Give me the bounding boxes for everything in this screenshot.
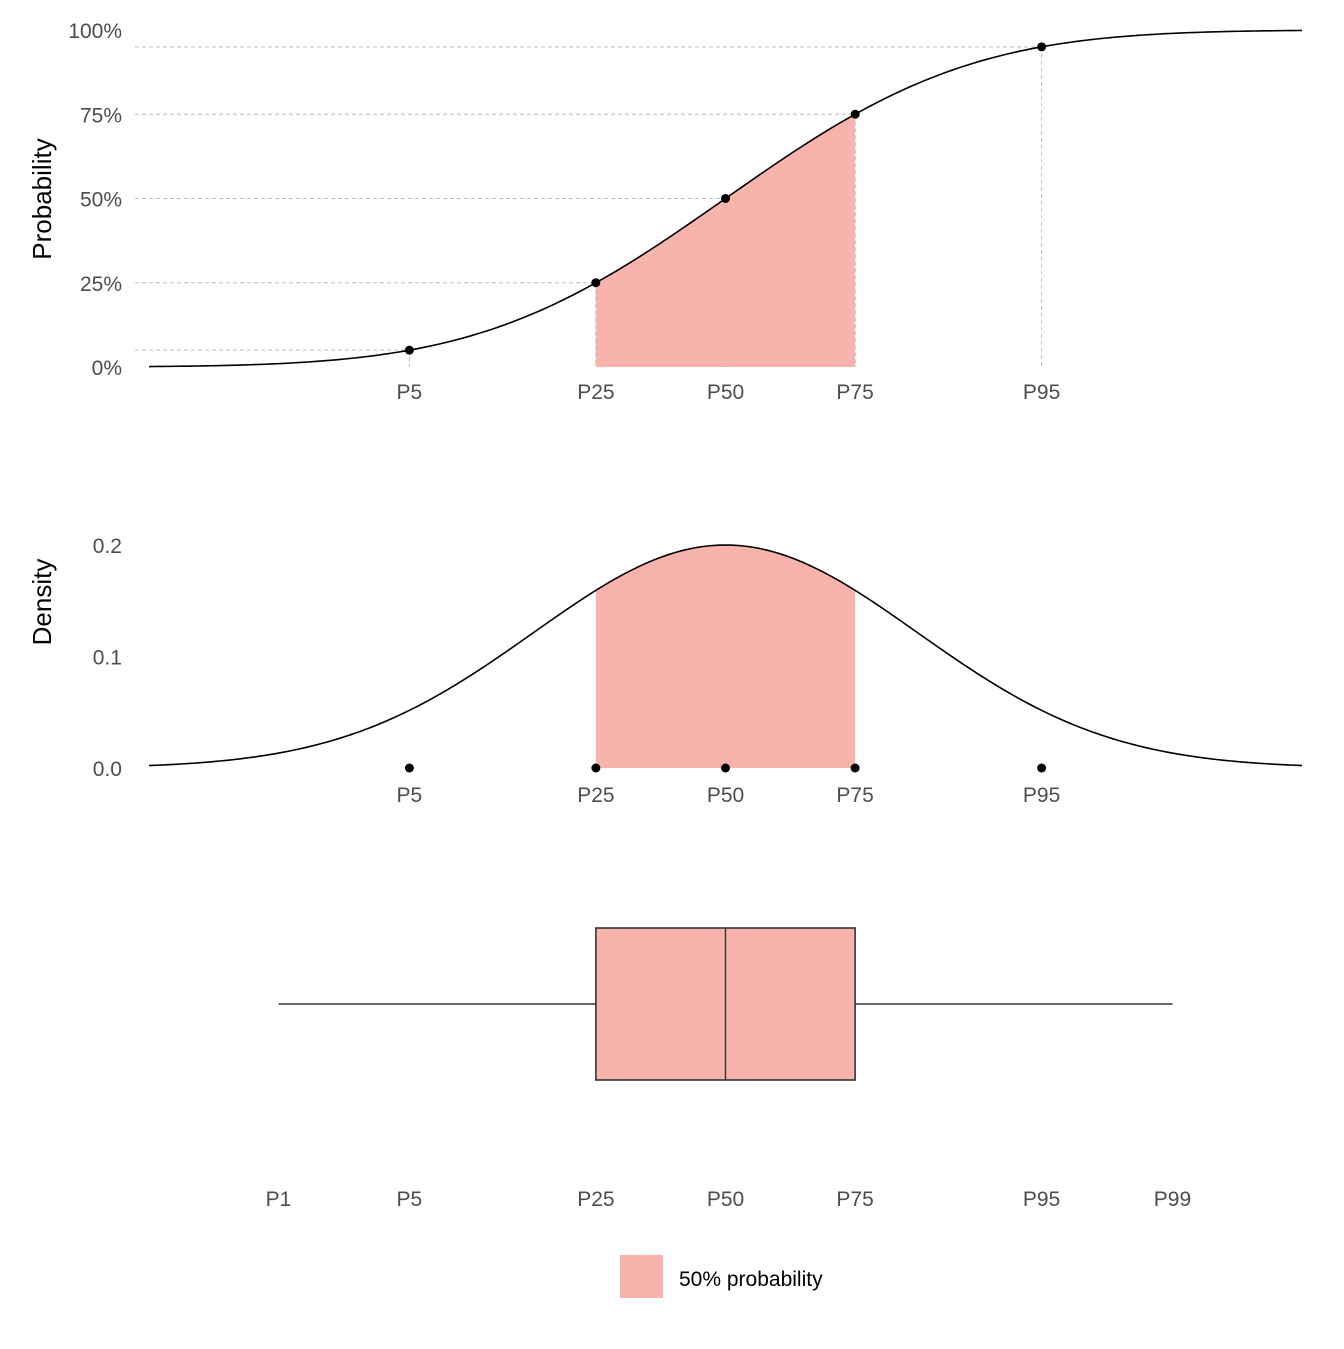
density-point-p95 [1037, 763, 1047, 773]
density-line [148, 544, 1303, 767]
cdf-panel: 0% 25% 50% 75% 100% P5 P25 P50 P75 P95 Probability [27, 20, 1303, 404]
density-x-tick-label: P75 [836, 784, 873, 807]
box-x-tick-label: P1 [266, 1188, 292, 1211]
cdf-point-p25 [591, 278, 601, 288]
cdf-y-tick-label: 100% [68, 20, 122, 43]
cdf-x-tick-label: P25 [577, 381, 614, 404]
density-x-tick-label: P50 [707, 784, 744, 807]
cdf-y-tick-label: 25% [80, 273, 122, 296]
legend-label: 50% probability [679, 1268, 823, 1291]
density-x-tick-label: P95 [1023, 784, 1060, 807]
cdf-x-tick-label: P75 [836, 381, 873, 404]
density-point-p50 [721, 763, 730, 773]
cdf-point-p5 [404, 345, 414, 355]
cdf-point-p95 [1037, 42, 1047, 52]
density-point-p75 [850, 763, 860, 773]
density-y-tick-label: 0.0 [93, 758, 122, 781]
legend-swatch [620, 1255, 663, 1298]
density-panel: 0.0 0.1 0.2 P5 P25 P50 P75 P95 Density [27, 535, 1303, 807]
legend: 50% probability [620, 1255, 823, 1298]
cdf-y-tick-label: 75% [80, 104, 122, 127]
cdf-y-tick-label: 0% [92, 357, 122, 380]
density-point-p5 [404, 763, 414, 773]
box-x-tick-label: P50 [707, 1188, 744, 1211]
cdf-y-tick-label: 50% [80, 189, 122, 212]
boxplot-panel: P1 P5 P25 P50 P75 P95 P99 [266, 927, 1191, 1211]
density-x-tick-label: P5 [397, 784, 423, 807]
cdf-point-p50 [721, 194, 730, 203]
box-x-tick-label: P95 [1023, 1188, 1060, 1211]
cdf-x-tick-label: P50 [707, 381, 744, 404]
density-shaded-area [595, 545, 856, 768]
box-x-tick-label: P5 [397, 1188, 423, 1211]
box-x-tick-label: P25 [577, 1188, 614, 1211]
cdf-point-p75 [850, 109, 860, 119]
density-point-p25 [591, 763, 601, 773]
density-y-tick-label: 0.1 [93, 647, 122, 670]
cdf-x-tick-label: P5 [397, 381, 423, 404]
cdf-x-tick-label: P95 [1023, 381, 1060, 404]
density-y-axis-title: Density [27, 559, 57, 646]
density-x-tick-label: P25 [577, 784, 614, 807]
box-x-tick-label: P75 [836, 1188, 873, 1211]
density-y-tick-label: 0.2 [93, 535, 122, 558]
cdf-y-axis-title: Probability [27, 138, 57, 259]
box-x-tick-label: P99 [1154, 1188, 1191, 1211]
